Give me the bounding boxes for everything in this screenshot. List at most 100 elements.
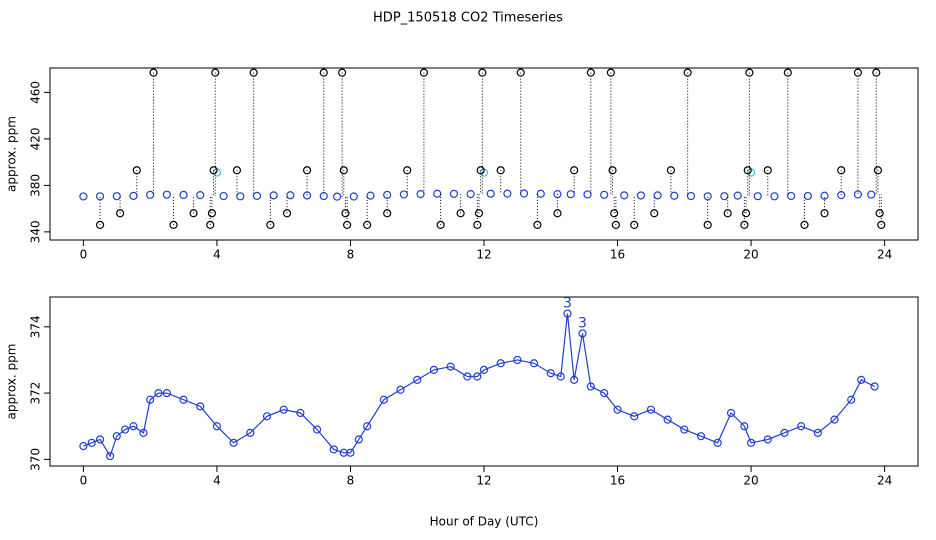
data-point — [339, 166, 348, 175]
data-point — [456, 209, 465, 218]
data-point — [820, 209, 829, 218]
data-point — [696, 432, 706, 441]
data-point — [803, 191, 812, 201]
data-point — [282, 209, 292, 218]
data-point — [610, 209, 619, 218]
x-tick-label: 4 — [213, 474, 221, 488]
data-point — [211, 68, 220, 77]
data-point — [606, 68, 615, 77]
data-point — [286, 191, 295, 200]
data-point — [726, 408, 736, 418]
data-point — [853, 68, 863, 77]
data-point — [733, 191, 742, 200]
data-point — [229, 438, 238, 447]
data-point — [95, 435, 105, 444]
data-point — [466, 189, 475, 199]
data-point — [132, 166, 141, 175]
data-point — [146, 395, 155, 404]
data-point — [329, 445, 338, 454]
data-point — [546, 369, 555, 378]
data-point — [723, 209, 732, 218]
data-point — [429, 365, 439, 375]
data-point — [269, 191, 278, 200]
x-tick-label: 24 — [877, 248, 892, 262]
data-point — [763, 166, 772, 175]
data-point — [877, 220, 886, 229]
data-point — [529, 359, 539, 368]
data-point — [650, 209, 659, 218]
data-point — [333, 192, 342, 201]
data-point — [87, 438, 96, 447]
y-tick-label: 374 — [29, 315, 43, 338]
data-point — [553, 209, 562, 218]
data-point — [746, 438, 756, 447]
data-point — [478, 68, 487, 77]
data-point — [566, 190, 575, 199]
data-point — [463, 372, 472, 381]
data-point — [196, 402, 205, 411]
data-point — [620, 191, 629, 200]
data-point — [486, 189, 495, 198]
data-point — [246, 428, 255, 437]
data-point — [875, 209, 884, 218]
data-point — [780, 428, 789, 437]
data-point — [479, 365, 489, 375]
x-tick-label: 0 — [80, 474, 88, 488]
data-point — [680, 425, 689, 434]
data-point — [830, 415, 839, 424]
data-point — [630, 220, 639, 229]
series-line — [83, 313, 875, 458]
x-tick-label: 20 — [743, 248, 758, 262]
y-axis-label: approx. ppm — [5, 344, 19, 420]
data-point — [873, 166, 883, 175]
data-point — [813, 428, 822, 437]
data-point — [383, 209, 392, 218]
data-point — [563, 309, 572, 318]
data-point — [302, 166, 312, 175]
data-point — [236, 192, 245, 201]
y-tick-label: 372 — [29, 382, 43, 405]
data-point — [343, 220, 352, 229]
data-point — [646, 405, 656, 414]
data-point — [363, 220, 372, 229]
data-point — [670, 191, 679, 200]
data-point — [207, 209, 217, 218]
data-point — [787, 191, 796, 201]
data-point — [683, 68, 692, 77]
data-point — [179, 190, 188, 200]
data-point — [847, 395, 856, 404]
data-point — [703, 192, 712, 201]
data-point — [139, 428, 148, 437]
data-point — [473, 372, 482, 381]
x-tick-label: 20 — [743, 474, 758, 488]
x-tick-label: 16 — [610, 248, 625, 262]
data-point — [433, 189, 442, 198]
data-point — [169, 220, 178, 229]
data-point — [262, 412, 272, 421]
data-point — [770, 192, 779, 201]
x-tick-label: 24 — [877, 474, 892, 488]
data-point — [319, 191, 328, 201]
plot-frame — [49, 296, 919, 467]
data-point — [473, 220, 482, 229]
data-point — [179, 395, 188, 404]
data-point — [496, 166, 505, 175]
data-point — [116, 209, 125, 218]
data-point — [743, 166, 752, 175]
data-point — [703, 220, 712, 229]
y-axis-label: approx. ppm — [5, 116, 19, 192]
x-tick-label: 8 — [347, 474, 355, 488]
data-point — [745, 68, 754, 77]
data-point — [611, 220, 620, 229]
data-point — [583, 190, 592, 199]
data-point — [578, 329, 587, 338]
data-point — [586, 68, 595, 77]
x-axis-label: Hour of Day (UTC) — [430, 515, 539, 529]
x-tick-label: 12 — [476, 474, 491, 488]
data-point — [820, 191, 829, 200]
data-point — [189, 209, 198, 218]
data-point — [686, 191, 696, 201]
data-point — [419, 68, 429, 77]
data-point — [740, 220, 749, 229]
data-point — [206, 220, 215, 229]
